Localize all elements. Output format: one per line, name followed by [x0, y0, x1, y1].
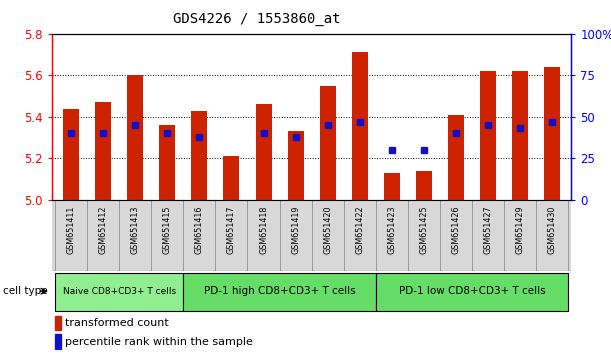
Bar — [55, 273, 183, 311]
Text: GSM651427: GSM651427 — [483, 206, 492, 254]
Text: transformed count: transformed count — [65, 318, 169, 328]
Text: GSM651412: GSM651412 — [99, 206, 108, 254]
Bar — [416, 171, 432, 200]
Text: PD-1 low CD8+CD3+ T cells: PD-1 low CD8+CD3+ T cells — [398, 286, 545, 296]
Text: GSM651416: GSM651416 — [195, 206, 204, 254]
Bar — [191, 110, 207, 200]
Text: GSM651417: GSM651417 — [227, 206, 236, 254]
Bar — [544, 67, 560, 200]
Bar — [448, 115, 464, 200]
Bar — [183, 273, 376, 311]
Text: GSM651422: GSM651422 — [355, 206, 364, 254]
Text: GSM651418: GSM651418 — [259, 206, 268, 254]
Bar — [512, 71, 528, 200]
Bar — [320, 86, 335, 200]
Bar — [55, 316, 61, 330]
Bar — [352, 52, 368, 200]
Bar — [55, 335, 61, 349]
Text: cell type: cell type — [2, 286, 47, 296]
Text: GSM651415: GSM651415 — [163, 206, 172, 254]
Text: GSM651411: GSM651411 — [67, 206, 76, 254]
Text: GSM651429: GSM651429 — [516, 206, 524, 254]
Text: PD-1 high CD8+CD3+ T cells: PD-1 high CD8+CD3+ T cells — [203, 286, 356, 296]
Text: GSM651420: GSM651420 — [323, 206, 332, 254]
Bar — [63, 109, 79, 200]
Bar — [95, 102, 111, 200]
Text: percentile rank within the sample: percentile rank within the sample — [65, 337, 253, 347]
Bar — [127, 75, 144, 200]
Text: GSM651423: GSM651423 — [387, 206, 397, 254]
Bar — [224, 156, 240, 200]
Text: GDS4226 / 1553860_at: GDS4226 / 1553860_at — [173, 12, 340, 27]
Text: GSM651425: GSM651425 — [419, 206, 428, 254]
Text: GSM651419: GSM651419 — [291, 206, 300, 254]
Text: Naive CD8+CD3+ T cells: Naive CD8+CD3+ T cells — [63, 287, 176, 296]
Text: GSM651430: GSM651430 — [547, 206, 557, 254]
Text: GSM651426: GSM651426 — [452, 206, 460, 254]
Bar — [376, 273, 568, 311]
Text: GSM651413: GSM651413 — [131, 206, 140, 254]
Bar — [384, 173, 400, 200]
Bar — [159, 125, 175, 200]
Bar — [255, 104, 271, 200]
Bar — [288, 131, 304, 200]
Bar — [480, 71, 496, 200]
